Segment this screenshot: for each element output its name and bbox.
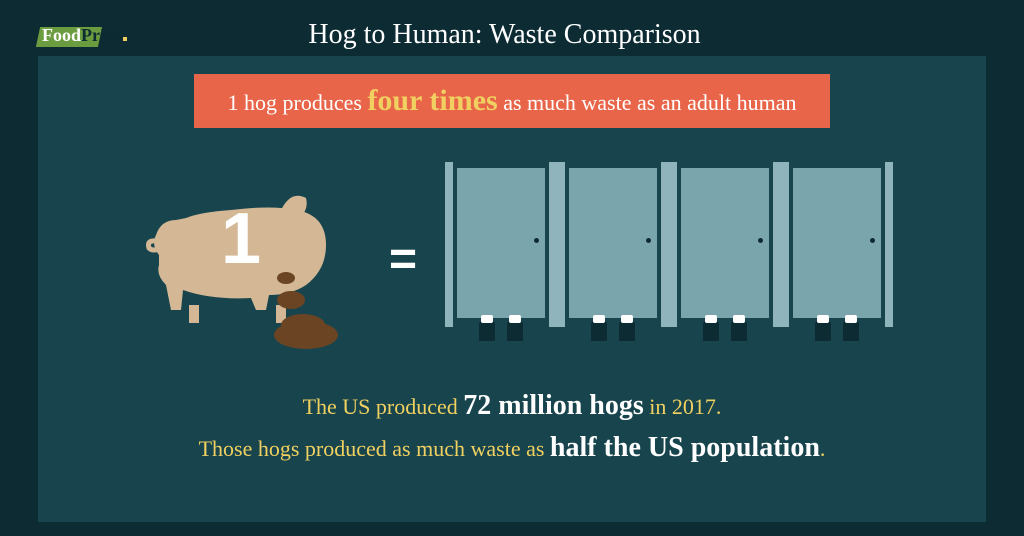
caption-line-1: The US produced 72 million hogs in 2017. [199, 385, 826, 427]
logo-part1: Food [42, 25, 81, 45]
stall-door-icon [681, 168, 769, 318]
bathroom-stall [781, 162, 893, 357]
bathroom-stall [445, 162, 557, 357]
feet-icon [781, 321, 893, 341]
logo: FoodPrint [42, 25, 127, 46]
bottom-caption: The US produced 72 million hogs in 2017.… [199, 385, 826, 469]
bathroom-stall [669, 162, 781, 357]
feet-icon [557, 321, 669, 341]
equals-sign: = [389, 232, 417, 287]
line1-big: 72 million hogs [463, 390, 643, 421]
stall-wall-icon [669, 162, 677, 327]
headline-banner: 1 hog produces four times as much waste … [194, 74, 831, 128]
caption-line-2: Those hogs produced as much waste as hal… [199, 427, 826, 469]
page-title: Hog to Human: Waste Comparison [27, 19, 982, 51]
stall-door-icon [793, 168, 881, 318]
logo-text: FoodPrint [42, 25, 121, 46]
stall-wall-icon [557, 162, 565, 327]
outer-frame: FoodPrint Hog to Human: Waste Comparison… [0, 0, 1024, 536]
door-knob-icon [646, 238, 651, 243]
logo-dot-icon [123, 37, 127, 41]
stall-wall-icon [661, 162, 669, 327]
hog-count: 1 [221, 198, 261, 280]
line2-big: half the US population [550, 432, 820, 463]
banner-post: as much waste as an adult human [498, 90, 797, 115]
stall-row [445, 162, 893, 357]
feet-icon [669, 321, 781, 341]
line2-post: . [820, 436, 826, 461]
logo-part2: Print [81, 25, 121, 45]
header: FoodPrint Hog to Human: Waste Comparison [14, 14, 1010, 56]
comparison-row: 1 = [78, 162, 946, 357]
door-knob-icon [870, 238, 875, 243]
door-knob-icon [758, 238, 763, 243]
door-knob-icon [534, 238, 539, 243]
bathroom-stall [557, 162, 669, 357]
stall-wall-icon [781, 162, 789, 327]
banner-pre: 1 hog produces [228, 90, 368, 115]
stall-wall-icon [445, 162, 453, 327]
content-panel: 1 hog produces four times as much waste … [38, 56, 986, 522]
banner-emphasis: four times [367, 84, 497, 117]
stall-wall-icon [773, 162, 781, 327]
line2-pre: Those hogs produced as much waste as [199, 436, 550, 461]
stall-wall-icon [885, 162, 893, 327]
stall-door-icon [569, 168, 657, 318]
line1-post: in 2017. [644, 394, 722, 419]
stall-wall-icon [549, 162, 557, 327]
feet-icon [445, 321, 557, 341]
line1-pre: The US produced [303, 394, 464, 419]
stall-door-icon [457, 168, 545, 318]
hog-graphic: 1 [131, 170, 361, 350]
